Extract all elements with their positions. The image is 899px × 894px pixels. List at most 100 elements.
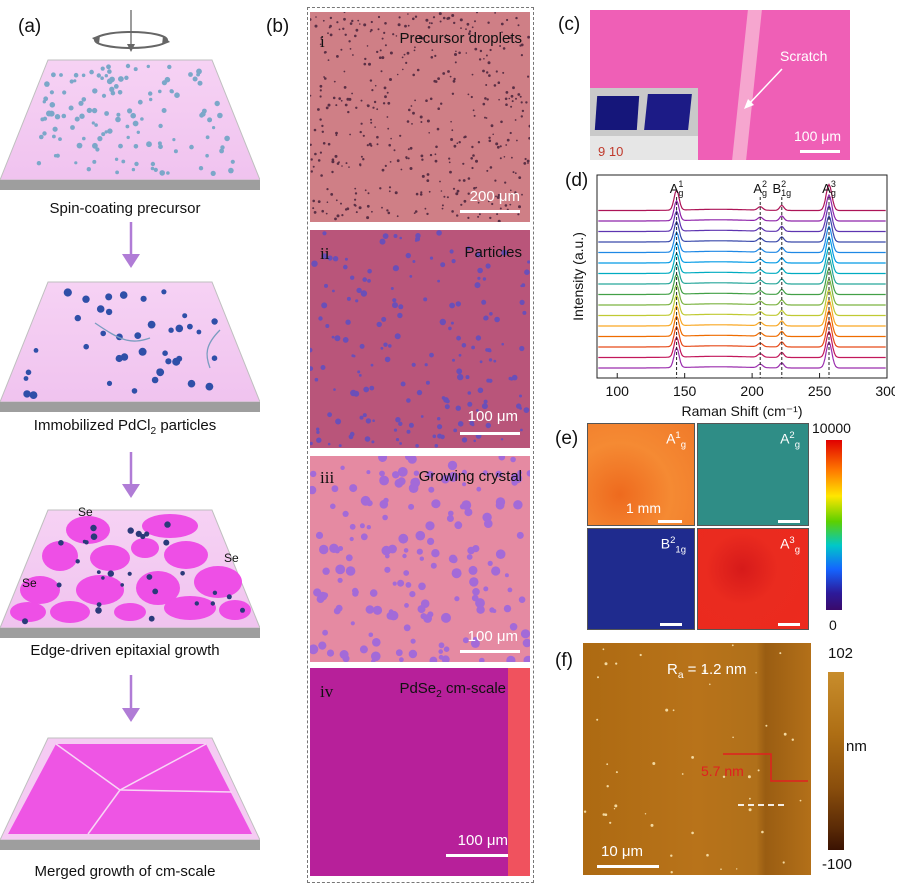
- se-label-2: Se: [22, 576, 37, 590]
- scalebar-label-iv: 100 μm: [457, 832, 508, 849]
- raman-map-a3g: A3g: [697, 528, 809, 630]
- panel-b-frame: [307, 7, 534, 883]
- ruler-text: 9 10: [598, 144, 624, 159]
- micrograph-precursor-droplets: i Precursor droplets 200 μm: [310, 12, 530, 222]
- height-profile: [723, 753, 808, 806]
- roman-ii: ii: [320, 244, 330, 263]
- panel-d-label: (d): [565, 170, 589, 191]
- raman-series-10: [598, 246, 886, 275]
- map-label-a1g: A1g: [666, 430, 686, 451]
- raman-series-8: [598, 267, 886, 296]
- substrate-step-3: [0, 509, 260, 638]
- raman-series-9: [598, 256, 886, 285]
- step-2-caption: Immobilized PdCl2 particles: [33, 417, 217, 437]
- growing-domains: [10, 514, 251, 623]
- panel-a-label: (a): [18, 16, 42, 37]
- x-axis-label: Raman Shift (cm⁻¹): [682, 403, 803, 419]
- raman-map-b21g: B21g: [587, 528, 695, 630]
- scalebar-label-c: 100 μm: [794, 128, 841, 144]
- precursor-droplets-title: Precursor droplets: [399, 30, 522, 47]
- optical-image-scratch: Scratch 9 10 100 μm: [590, 10, 850, 160]
- scratch-label: Scratch: [780, 48, 828, 64]
- micrograph-pdse2-film: iv PdSe2 cm-scale 100 μm: [310, 668, 530, 876]
- x-tick-label-250: 250: [808, 383, 832, 399]
- raman-series-1: [598, 340, 886, 369]
- spin-rotation-icon: [92, 10, 170, 52]
- step-height-label: 5.7 nm: [701, 763, 744, 779]
- step-1-caption: Spin-coating precursor: [49, 200, 201, 217]
- scalebar-iv: [446, 854, 508, 857]
- raman-series-2: [598, 330, 886, 359]
- roman-i: i: [320, 32, 325, 51]
- raman-series-5: [598, 298, 886, 327]
- panel-f-label: (f): [555, 650, 573, 671]
- raman-series-3: [598, 319, 886, 348]
- scalebar-label-iii: 100 μm: [467, 628, 518, 645]
- se-label-3: Se: [224, 551, 239, 565]
- roman-iv: iv: [320, 682, 334, 701]
- grain-boundaries: [55, 743, 233, 835]
- peak-label-A3g: A3 g: [822, 179, 836, 198]
- micrograph-growing-crystal: iii Growing crystal 100 μm: [310, 456, 530, 662]
- step-3-caption: Edge-driven epitaxial growth: [30, 642, 220, 659]
- se-label-1: Se: [78, 505, 93, 519]
- raman-series-6: [598, 288, 886, 317]
- pdse2-title: PdSe2 cm-scale: [399, 680, 506, 700]
- map-scalebar: [658, 520, 682, 523]
- map-label-a2g: A2g: [780, 430, 800, 451]
- raman-series-14: [598, 204, 886, 233]
- photo-inset: 9 10: [590, 88, 698, 160]
- map-label-a3g: A3g: [780, 535, 800, 556]
- growing-crystal-title: Growing crystal: [418, 468, 522, 485]
- raman-series-11: [598, 235, 886, 264]
- substrate-step-1: [0, 59, 260, 190]
- raman-series-16: [598, 183, 886, 212]
- scalebar-ii: [460, 432, 520, 435]
- x-tick-label-150: 150: [673, 383, 697, 399]
- ra-label: Ra = 1.2 nm: [667, 661, 747, 681]
- precursor-droplets: [36, 63, 235, 176]
- scalebar-label-ii: 100 μm: [467, 408, 518, 425]
- panel-a-schematic: [0, 10, 260, 850]
- scalebar-c: [800, 150, 840, 153]
- substrate-step-4: [0, 737, 260, 850]
- raman-map-a2g: A2g: [697, 423, 809, 526]
- peak-label-A1g: A1 g: [670, 179, 684, 198]
- raman-series-12: [598, 225, 886, 254]
- x-tick-label-300: 300: [875, 383, 895, 399]
- afm-scalebar-label: 10 μm: [601, 843, 643, 860]
- peak-label-A2g: A2 g: [753, 179, 767, 198]
- substrate-step-2: [0, 281, 260, 412]
- roman-iii: iii: [320, 468, 335, 487]
- peak-label-B21g: B2 1g: [772, 179, 791, 198]
- scalebar-i: [460, 210, 520, 213]
- x-tick-label-200: 200: [740, 383, 764, 399]
- film-edge: [508, 668, 530, 876]
- raman-series-4: [598, 309, 886, 338]
- afm-colorbar-min: -100: [822, 856, 853, 873]
- x-tick-label-100: 100: [606, 383, 630, 399]
- afm-colorbar-max: 102: [828, 645, 854, 662]
- map-scalebar-label: 1 mm: [626, 500, 661, 516]
- scalebar-label-i: 200 μm: [469, 188, 520, 205]
- panel-b-label: (b): [266, 16, 290, 37]
- map-colorbar-min: 0: [829, 617, 837, 633]
- afm-colorbar: [828, 672, 844, 850]
- particles-title: Particles: [464, 244, 522, 261]
- map-colorbar-max: 10000: [812, 420, 851, 436]
- raman-series-7: [598, 277, 886, 306]
- y-axis-label: Intensity (a.u.): [570, 232, 586, 321]
- raman-map-a1g: A1g 1 mm: [587, 423, 695, 526]
- scratch-pointer-arrow: [744, 68, 783, 109]
- step-4-caption: Merged growth of cm-scale: [34, 863, 216, 880]
- raman-chart: 100 150 200 250 300 Raman Shift (cm⁻¹) Intensi…: [570, 174, 895, 419]
- panel-c-label: (c): [558, 14, 581, 35]
- afm-scalebar: [597, 865, 659, 868]
- map-colorbar: [826, 440, 842, 610]
- scalebar-iii: [460, 650, 520, 653]
- afm-colorbar-unit: nm: [846, 738, 867, 755]
- afm-image: Ra = 1.2 nm 5.7 nm 10 μm: [583, 643, 811, 875]
- panel-e-label: (e): [555, 428, 579, 449]
- pdcl2-particles: [23, 288, 218, 399]
- micrograph-particles: ii Particles 100 μm: [310, 230, 530, 448]
